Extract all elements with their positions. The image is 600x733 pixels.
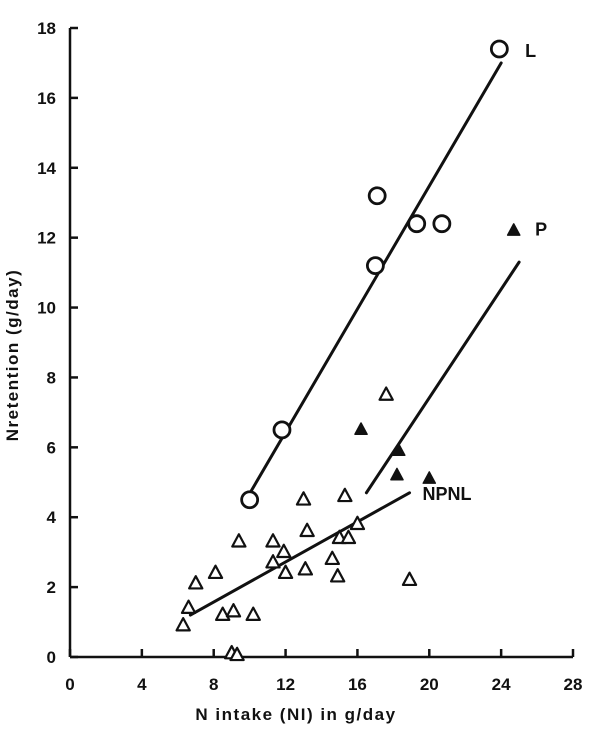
- y-tick-label: 18: [37, 19, 56, 38]
- y-axis-ticks: 0 2 4 6 8 10 12 14 16 18: [37, 19, 78, 667]
- point-p: [391, 443, 406, 456]
- point-l: [272, 420, 292, 440]
- point-npnl: [299, 522, 315, 538]
- point-p: [354, 422, 368, 436]
- point-npnl: [229, 646, 245, 662]
- point-npnl: [245, 606, 261, 621]
- point-npnl: [378, 386, 394, 401]
- point-npnl: [349, 515, 366, 531]
- y-tick-label: 6: [47, 438, 56, 457]
- y-tick-label: 2: [47, 578, 56, 597]
- point-npnl: [277, 564, 294, 580]
- x-tick-label: 28: [564, 675, 583, 694]
- point-npnl: [276, 543, 292, 559]
- x-tick-label: 16: [348, 675, 367, 694]
- point-npnl: [340, 529, 357, 545]
- point-npnl: [207, 564, 224, 580]
- point-npnl: [265, 554, 281, 569]
- x-axis-ticks: 0 4 8 12 16 20 24 28: [65, 649, 582, 694]
- y-tick-label: 4: [47, 508, 57, 527]
- x-tick-label: 4: [137, 675, 147, 694]
- point-p: [506, 223, 521, 236]
- point-npnl: [188, 575, 204, 590]
- series-label-p: P: [535, 220, 547, 240]
- point-npnl: [324, 550, 340, 566]
- point-l: [365, 256, 385, 276]
- data-markers: [175, 39, 521, 662]
- x-tick-label: 0: [65, 675, 74, 694]
- y-tick-label: 14: [37, 159, 56, 178]
- point-l: [240, 490, 260, 510]
- point-npnl: [180, 599, 197, 614]
- y-tick-label: 16: [37, 89, 56, 108]
- x-tick-label: 8: [209, 675, 218, 694]
- point-npnl: [295, 491, 312, 506]
- x-tick-label: 12: [276, 675, 295, 694]
- point-p: [422, 471, 437, 484]
- x-tick-label: 24: [492, 675, 511, 694]
- point-l: [367, 186, 387, 206]
- point-npnl: [297, 561, 314, 576]
- x-tick-label: 20: [420, 675, 439, 694]
- point-l: [489, 39, 509, 59]
- fit-lines: [188, 61, 521, 617]
- point-npnl: [401, 571, 418, 587]
- point-npnl: [329, 568, 346, 583]
- x-axis-title: N intake (NI) in g/day: [195, 705, 396, 724]
- point-npnl: [337, 487, 353, 503]
- point-npnl: [265, 533, 281, 548]
- fit-line-p: [364, 260, 521, 495]
- y-tick-label: 8: [47, 368, 56, 387]
- series-label-l: L: [525, 41, 536, 61]
- y-axis-title: Nretention (g/day): [3, 269, 22, 441]
- series-label-npnl: NPNL: [423, 484, 472, 504]
- point-l: [407, 214, 427, 234]
- fit-line-npnl: [188, 491, 412, 617]
- y-tick-label: 12: [37, 229, 56, 248]
- y-tick-label: 10: [37, 299, 56, 318]
- point-npnl: [231, 533, 247, 548]
- point-npnl: [225, 603, 242, 618]
- series-labels: L P NPNL: [423, 41, 548, 504]
- y-tick-label: 0: [47, 648, 56, 667]
- point-l: [432, 214, 452, 234]
- point-p: [390, 467, 404, 481]
- point-npnl: [175, 617, 191, 632]
